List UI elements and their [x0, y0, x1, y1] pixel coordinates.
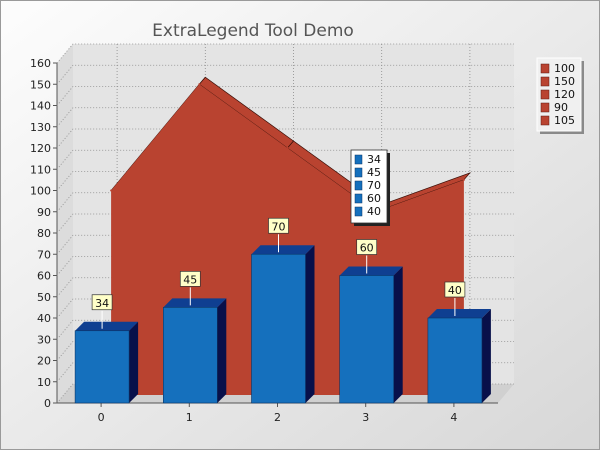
- bar-front: [74, 330, 130, 404]
- legend-swatch: [540, 89, 550, 100]
- legend-entry: 150: [554, 75, 575, 88]
- data-label: 34: [95, 297, 109, 310]
- bar-side: [305, 245, 315, 403]
- bar-top: [251, 245, 315, 255]
- bar-side: [481, 309, 491, 403]
- grid-line: [56, 43, 514, 64]
- bar-front: [251, 253, 306, 404]
- x-tick-label: 2: [274, 411, 281, 424]
- area-point-4: [462, 178, 465, 181]
- y-tick-label: 110: [30, 163, 51, 176]
- extra-legend-entry: 34: [367, 153, 381, 166]
- y-tick-label: 120: [30, 142, 51, 155]
- x-tick-label: 4: [450, 411, 457, 424]
- x-tick-label: 3: [362, 411, 369, 424]
- area-point-0: [110, 189, 113, 192]
- grid-line: [56, 107, 514, 128]
- bar-top: [427, 309, 491, 318]
- plot-area: 0102030405060708090100110120130140150160…: [30, 43, 514, 424]
- y-tick-label: 60: [37, 270, 51, 283]
- data-label-box: [179, 271, 201, 287]
- bar-side: [393, 266, 403, 403]
- bar-series: 34 45 70 60 40: [74, 217, 491, 404]
- y-tick-label: 40: [37, 312, 51, 325]
- bar-2: 70: [251, 217, 315, 404]
- data-label-box: [268, 217, 289, 234]
- bar-4: 40: [427, 281, 491, 404]
- y-tick-label: 50: [37, 291, 51, 304]
- data-label: 45: [183, 273, 197, 286]
- chart-title: ExtraLegend Tool Demo: [152, 21, 354, 41]
- bar-front: [163, 307, 218, 404]
- legend-swatch: [540, 102, 550, 113]
- y-tick-label: 10: [37, 376, 51, 389]
- legend-entry: 120: [554, 88, 575, 101]
- bar-side: [217, 298, 227, 403]
- bar-3: 60: [339, 239, 403, 404]
- y-tick-label: 130: [30, 121, 51, 134]
- bar-front: [427, 317, 483, 404]
- extra-legend-entry: 60: [367, 192, 381, 205]
- y-tick-label: 100: [30, 185, 51, 198]
- grid-line: [56, 128, 514, 149]
- area-point-2: [286, 147, 289, 149]
- extra-legend-swatch: [354, 206, 363, 217]
- extra-legend-swatch: [354, 180, 363, 191]
- y-tick-label: 160: [30, 57, 51, 70]
- legend-swatch: [540, 63, 550, 74]
- extra-legend-entry: 40: [367, 205, 381, 218]
- x-tick-label: 0: [98, 411, 105, 424]
- y-tick-label: 90: [37, 206, 51, 219]
- data-label: 40: [448, 284, 462, 297]
- bar-top: [163, 298, 227, 308]
- y-tick-label: 150: [30, 78, 51, 91]
- legend-entry: 90: [554, 101, 568, 114]
- area-point-1: [198, 83, 201, 86]
- data-label: 70: [272, 220, 286, 233]
- bar-top: [75, 321, 139, 331]
- legend-entry: 100: [554, 62, 575, 75]
- y-axis: 0 10 20 30 40 50 60 70 80 90 100 110 120 130 140 150 160: [30, 57, 58, 410]
- extra-legend-entry: 45: [367, 166, 381, 179]
- extra-legend-swatch: [354, 193, 363, 204]
- legend-swatch: [540, 76, 550, 87]
- data-label-box: [91, 294, 113, 311]
- y-tick-label: 30: [37, 333, 51, 346]
- y-tick-label: 0: [44, 397, 51, 410]
- y-tick-label: 70: [37, 248, 51, 261]
- bar-side: [129, 321, 139, 403]
- y-tick-label: 80: [37, 227, 51, 240]
- y-tick-label: 140: [30, 100, 51, 113]
- bar-1: 45: [163, 271, 227, 404]
- x-tick-label: 1: [186, 411, 193, 424]
- grid-line: [56, 64, 514, 85]
- data-label: 60: [360, 242, 374, 255]
- extra-legend-swatch: [354, 167, 363, 178]
- data-label-box: [356, 239, 378, 255]
- y-tick-label: 20: [37, 355, 51, 368]
- legend-swatch: [540, 115, 550, 126]
- grid-line: [56, 86, 514, 106]
- extra-legend-entry: 70: [367, 179, 381, 192]
- extra-legend-swatch: [354, 154, 363, 165]
- bar-0: 34: [74, 294, 139, 404]
- bar-front: [339, 275, 395, 404]
- legend-entry: 105: [554, 114, 575, 127]
- bar-top: [339, 266, 403, 276]
- data-label-box: [444, 281, 466, 298]
